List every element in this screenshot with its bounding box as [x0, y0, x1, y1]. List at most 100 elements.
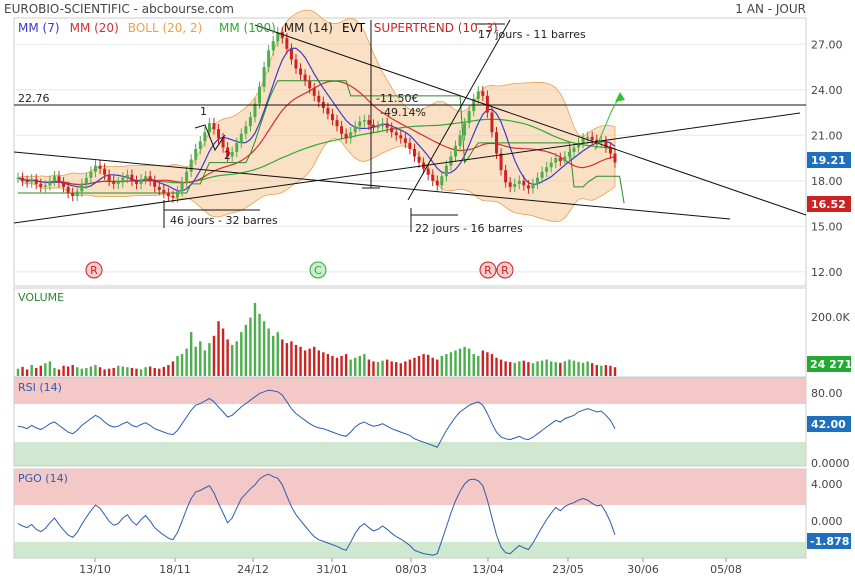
volume-bar: [490, 354, 494, 376]
candle-body: [303, 74, 307, 81]
rsi-panel: [13, 377, 807, 467]
legend-item[interactable]: EVT: [342, 21, 366, 35]
trend-line-rising[interactable]: [13, 112, 801, 224]
volume-bar: [595, 365, 598, 376]
candle-body: [563, 156, 567, 162]
rsi-tick-0: 0.0000: [811, 457, 850, 470]
trend-lines: [13, 19, 807, 232]
supertrend-value: 16.52: [811, 198, 846, 211]
volume-bar: [540, 360, 544, 376]
volume-bar: [167, 365, 170, 376]
trend-line-falling[interactable]: [254, 24, 807, 216]
candle-body: [162, 189, 166, 193]
candle-body: [176, 191, 180, 198]
candle-body: [586, 136, 590, 139]
candle-body: [572, 147, 576, 152]
candle-body: [166, 192, 170, 196]
candle-body: [371, 124, 375, 128]
candle-body: [590, 136, 594, 140]
candle-body: [125, 174, 129, 178]
volume-bar: [417, 355, 421, 376]
volume-bar: [35, 367, 38, 376]
evt-percent-label: -49.14%: [380, 106, 426, 119]
candle-body: [75, 191, 79, 196]
chart-period[interactable]: 1 AN - JOUR: [735, 2, 806, 16]
volume-bar: [89, 366, 93, 376]
volume-bar: [322, 352, 325, 376]
volume-bar: [130, 367, 134, 376]
rsi-label: RSI (14): [18, 381, 62, 394]
candle-body: [16, 177, 20, 179]
volume-bar: [139, 369, 143, 376]
candle-body: [93, 165, 97, 172]
legend-item[interactable]: MM (20): [70, 21, 119, 35]
legend-item[interactable]: BOLL (20, 2): [128, 21, 203, 35]
volume-bar: [203, 350, 207, 376]
legend-item[interactable]: MM (100): [219, 21, 276, 35]
volume-bar: [604, 365, 608, 376]
volume-bar: [481, 350, 485, 376]
volume-bar: [513, 362, 516, 376]
volume-bar: [591, 363, 594, 376]
wave-label-2: 2: [224, 149, 231, 162]
price-tick-label: 18.00: [811, 175, 843, 188]
legend-item[interactable]: MM (14): [284, 21, 333, 35]
volume-bars: [16, 302, 617, 376]
candle-body: [207, 123, 211, 133]
candle-body: [412, 148, 416, 157]
volume-bar: [504, 361, 507, 376]
volume-bar: [244, 324, 248, 376]
x-tick-label: 13/04: [472, 563, 504, 576]
volume-bar: [395, 362, 398, 376]
candle-body: [504, 170, 508, 183]
count-label-3: 17 jours - 11 barres: [478, 28, 586, 41]
volume-bar: [76, 367, 79, 376]
volume-bar: [294, 344, 298, 376]
chart-title: EUROBIO-SCIENTIFIC - abcbourse.com: [4, 2, 234, 16]
volume-bar: [436, 359, 439, 376]
candle-body: [39, 183, 43, 187]
legend-item[interactable]: MM (7): [18, 21, 60, 35]
candle-body: [485, 95, 489, 113]
volume-tick-200k: 200.0K: [811, 311, 850, 324]
price-tick-label: 15.00: [811, 220, 843, 233]
candle-body: [449, 156, 453, 166]
candle-body: [367, 120, 371, 125]
candle-body: [144, 176, 148, 180]
candle-body: [326, 108, 330, 115]
volume-bar: [162, 366, 166, 376]
candle-body: [280, 32, 284, 39]
volume-bar: [340, 355, 343, 376]
volume-bar: [563, 361, 567, 376]
volume-bar: [586, 361, 589, 376]
candle-body: [513, 183, 517, 187]
candle-body: [30, 179, 34, 183]
price-tick-label: 24.00: [811, 84, 843, 97]
legend-item[interactable]: SUPERTREND (10, 3): [374, 21, 498, 35]
candle-body: [34, 179, 38, 184]
candle-body: [554, 158, 558, 163]
volume-label: VOLUME: [18, 291, 64, 304]
signal-marker: [309, 261, 327, 279]
volume-bar: [126, 367, 129, 376]
pgo-panel: [13, 468, 807, 559]
candle-body: [285, 38, 289, 49]
signal-marker: [496, 261, 514, 279]
price-axis: 27.00 24.00 21.00 18.00 15.00 12.00: [811, 38, 843, 279]
candle-body: [344, 133, 348, 139]
count-label-1: 46 jours - 32 barres: [170, 214, 278, 227]
volume-bar: [581, 362, 585, 376]
volume-bar: [559, 362, 562, 376]
volume-bar: [431, 357, 434, 376]
trend-line-lower[interactable]: [13, 151, 731, 220]
candle-body: [153, 180, 157, 187]
volume-bar: [57, 369, 61, 376]
candle-body: [317, 95, 321, 102]
volume-bar: [44, 363, 47, 376]
volume-bar: [249, 317, 252, 376]
pgo-badge: [807, 533, 851, 549]
trend-line-steep[interactable]: [407, 19, 511, 201]
volume-bar: [180, 354, 184, 376]
candle-body: [376, 126, 380, 128]
volume-bar: [212, 335, 216, 376]
